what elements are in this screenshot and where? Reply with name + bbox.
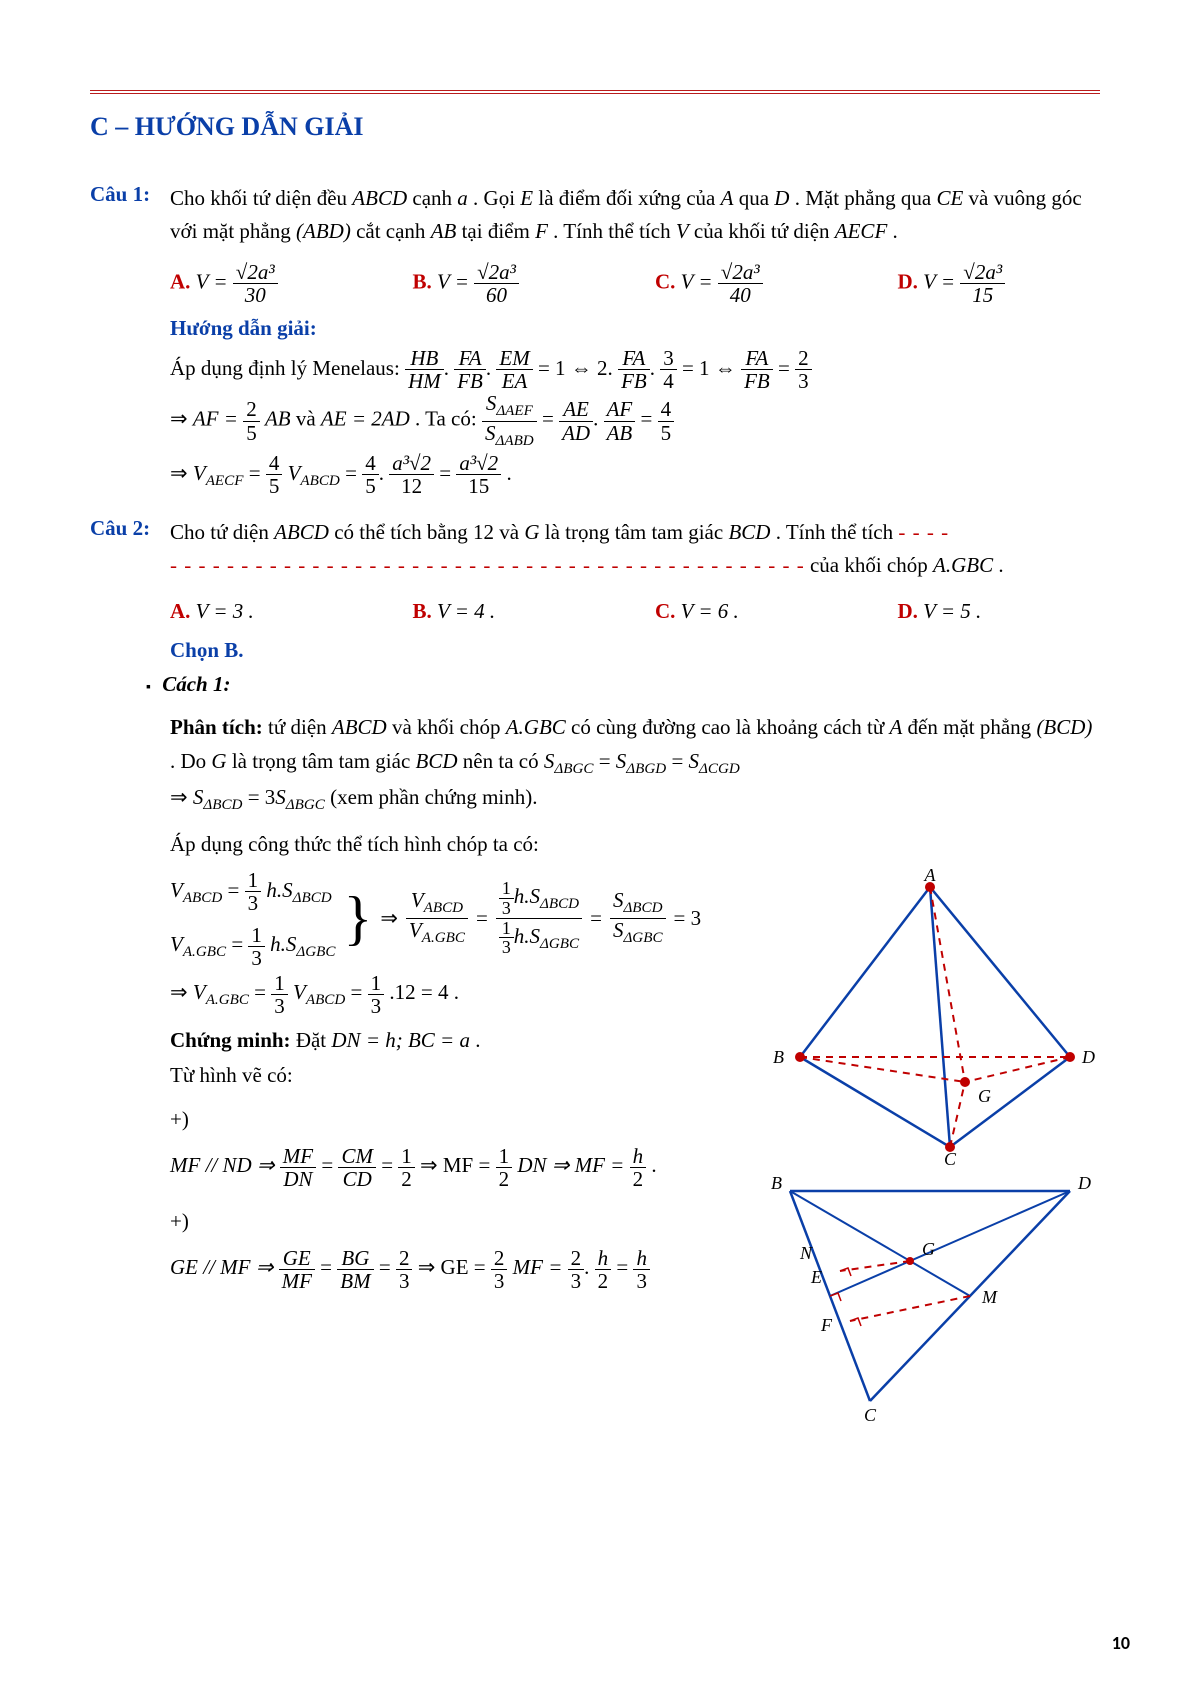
q2-body: Cho tứ diện ABCD có thể tích bằng 12 và …: [170, 516, 1100, 666]
figure-tetrahedron: A B D C G: [760, 867, 1100, 1167]
q2-result: ⇒ VA.GBC = 13 VABCD = 13 .12 = 4 .: [170, 969, 740, 1017]
q1-line2: ⇒ AF = 25 AB và AE = 2AD . Ta có: SΔAEF …: [170, 392, 1100, 449]
q1-hint: Hướng dẫn giải:: [170, 312, 1100, 345]
fig1-label-G: G: [978, 1086, 991, 1106]
q2-fromfig: Từ hình vẽ có:: [170, 1063, 740, 1088]
page: C – HƯỚNG DẪN GIẢI Câu 1: Cho khối tứ di…: [0, 0, 1190, 1684]
q2-choose: Chọn B.: [170, 634, 1100, 667]
q2-option-b: B. V = 4 .: [413, 595, 616, 628]
q2-lower: VABCD = 13 h.SΔBCD VA.GBC = 13 h.SΔGBC }…: [170, 867, 1100, 1431]
q1-option-a: A. V = √2a³30: [170, 261, 373, 306]
q2-option-a: A. V = 3 .: [170, 595, 373, 628]
q1-line1: Áp dụng định lý Menelaus: HBHM. FAFB. EM…: [170, 345, 1100, 393]
q2-apply: Áp dụng công thức thể tích hình chóp ta …: [170, 832, 1100, 857]
fig2-label-C: C: [864, 1405, 877, 1425]
fig2-label-M: M: [981, 1287, 998, 1307]
q2-p1: +) MF // ND ⇒ MFDN = CMCD = 12 ⇒ MF = 12…: [170, 1096, 740, 1190]
q2-option-c: C. V = 6 .: [655, 595, 858, 628]
q2-lower-left: VABCD = 13 h.SΔBCD VA.GBC = 13 h.SΔGBC }…: [170, 867, 740, 1431]
section-title: C – HƯỚNG DẪN GIẢI: [90, 112, 1100, 142]
fig2-label-B: B: [771, 1173, 782, 1193]
question-1: Câu 1: Cho khối tứ diện đều ABCD cạnh a …: [90, 182, 1100, 498]
q2-volumes: VABCD = 13 h.SΔBCD VA.GBC = 13 h.SΔGBC }…: [170, 867, 740, 970]
q1-label: Câu 1:: [90, 182, 170, 207]
fig1-label-B: B: [773, 1047, 784, 1067]
fig2-label-N: N: [799, 1243, 813, 1263]
fig1-label-A: A: [924, 867, 937, 885]
q2-options: A. V = 3 . B. V = 4 . C. V = 6 . D. V = …: [170, 595, 1100, 628]
fig2-label-E: E: [810, 1267, 822, 1287]
fig2-label-G: G: [922, 1239, 935, 1259]
q2-p2: +) GE // MF ⇒ GEMF = BGBM = 23 ⇒ GE = 23…: [170, 1198, 740, 1292]
q2-label: Câu 2:: [90, 516, 170, 541]
q1-body: Cho khối tứ diện đều ABCD cạnh a . Gọi E…: [170, 182, 1100, 498]
page-number: 10: [1112, 1632, 1130, 1654]
fig2-label-D: D: [1077, 1173, 1091, 1193]
q1-option-c: C. V = √2a³40: [655, 261, 858, 306]
q2-option-d: D. V = 5 .: [898, 595, 1101, 628]
q2-proof: Chứng minh: Đặt DN = h; BC = a .: [170, 1028, 740, 1053]
q2-cach1: ▪ Cách 1:: [90, 672, 1100, 697]
fig1-label-C: C: [944, 1149, 957, 1167]
fig1-label-D: D: [1081, 1047, 1095, 1067]
q2-figures: A B D C G: [760, 867, 1100, 1431]
q2-analysis: Phân tích: tứ diện ABCD và khối chóp A.G…: [170, 711, 1100, 817]
figure-triangle: B D C N E F G M: [760, 1171, 1100, 1431]
top-rule: [90, 90, 1100, 94]
q1-text: Cho khối tứ diện đều ABCD cạnh a . Gọi E…: [170, 186, 1082, 243]
q2-text: Cho tứ diện ABCD có thể tích bằng 12 và …: [170, 520, 1004, 577]
q1-line3: ⇒ VAECF = 45 VABCD = 45. a³√212 = a³√215…: [170, 450, 1100, 498]
q1-options: A. V = √2a³30 B. V = √2a³60 C. V = √2a³4…: [170, 261, 1100, 306]
fig2-label-F: F: [820, 1315, 833, 1335]
q1-option-d: D. V = √2a³15: [898, 261, 1101, 306]
question-2: Câu 2: Cho tứ diện ABCD có thể tích bằng…: [90, 516, 1100, 666]
q1-option-b: B. V = √2a³60: [413, 261, 616, 306]
